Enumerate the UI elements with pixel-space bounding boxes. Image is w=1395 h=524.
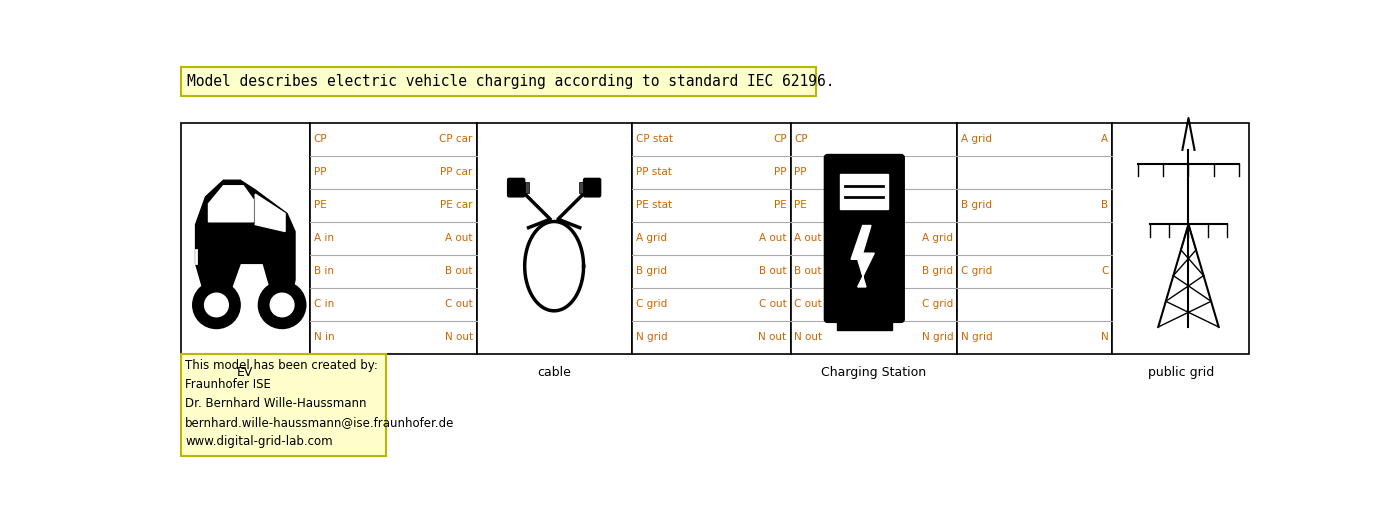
Text: B out: B out <box>759 266 787 277</box>
FancyBboxPatch shape <box>508 178 525 197</box>
Text: CP car: CP car <box>439 135 473 145</box>
Circle shape <box>205 293 229 316</box>
Text: B out: B out <box>794 266 822 277</box>
Bar <box>837 316 891 330</box>
Text: A grid: A grid <box>922 233 953 244</box>
Text: CP stat: CP stat <box>636 135 672 145</box>
Bar <box>1112 123 1250 354</box>
Text: C grid: C grid <box>961 266 992 277</box>
Text: N grid: N grid <box>636 332 667 343</box>
Text: B: B <box>1101 201 1108 211</box>
Text: C out: C out <box>445 299 473 310</box>
Text: This model has been created by:
Fraunhofer ISE
Dr. Bernhard Wille-Haussmann
bern: This model has been created by: Fraunhof… <box>186 358 455 447</box>
FancyBboxPatch shape <box>583 178 601 197</box>
Polygon shape <box>851 225 875 287</box>
Text: EV: EV <box>237 366 254 379</box>
Text: PP stat: PP stat <box>636 168 671 178</box>
Text: public grid: public grid <box>1148 366 1214 379</box>
Text: PE: PE <box>794 201 808 211</box>
Text: C out: C out <box>759 299 787 310</box>
Text: B grid: B grid <box>961 201 992 211</box>
Text: PE: PE <box>774 201 787 211</box>
Text: PE: PE <box>314 201 326 211</box>
Text: CP: CP <box>314 135 328 145</box>
Text: B grid: B grid <box>636 266 667 277</box>
Text: C in: C in <box>314 299 335 310</box>
Text: A grid: A grid <box>636 233 667 244</box>
Bar <box>632 123 791 354</box>
Polygon shape <box>208 186 254 222</box>
FancyBboxPatch shape <box>824 155 904 322</box>
Bar <box>526 182 529 193</box>
Text: N out: N out <box>794 332 823 343</box>
Bar <box>180 123 310 354</box>
Text: N grid: N grid <box>922 332 953 343</box>
Text: N out: N out <box>445 332 473 343</box>
Text: N in: N in <box>314 332 335 343</box>
Text: Model describes electric vehicle charging according to standard IEC 62196.: Model describes electric vehicle chargin… <box>187 74 834 89</box>
FancyBboxPatch shape <box>180 67 816 96</box>
Text: CP: CP <box>794 135 808 145</box>
Circle shape <box>193 281 240 329</box>
Text: A out: A out <box>445 233 473 244</box>
Text: B in: B in <box>314 266 333 277</box>
Text: N grid: N grid <box>961 332 993 343</box>
Text: A out: A out <box>759 233 787 244</box>
Text: PP: PP <box>774 168 787 178</box>
Text: A: A <box>1101 135 1108 145</box>
Text: C out: C out <box>794 299 822 310</box>
Text: PP: PP <box>794 168 806 178</box>
Text: C grid: C grid <box>636 299 667 310</box>
Polygon shape <box>523 181 526 194</box>
Polygon shape <box>582 181 585 194</box>
Bar <box>579 182 583 193</box>
Text: C: C <box>1101 266 1108 277</box>
Text: PE stat: PE stat <box>636 201 671 211</box>
Text: PP: PP <box>314 168 326 178</box>
Text: PP car: PP car <box>441 168 473 178</box>
FancyBboxPatch shape <box>180 354 386 455</box>
Text: B out: B out <box>445 266 473 277</box>
Text: cable: cable <box>537 366 571 379</box>
Text: A out: A out <box>794 233 822 244</box>
Text: B grid: B grid <box>922 266 953 277</box>
Polygon shape <box>195 180 294 305</box>
Text: N out: N out <box>759 332 787 343</box>
Text: A in: A in <box>314 233 333 244</box>
Bar <box>957 123 1112 354</box>
Text: A grid: A grid <box>961 135 992 145</box>
Text: Charging Station: Charging Station <box>822 366 926 379</box>
Text: PE car: PE car <box>441 201 473 211</box>
Bar <box>310 123 477 354</box>
Bar <box>840 174 889 209</box>
Circle shape <box>258 281 306 329</box>
Text: N: N <box>1101 332 1108 343</box>
Text: CP: CP <box>773 135 787 145</box>
Polygon shape <box>255 194 285 232</box>
Bar <box>477 123 632 354</box>
Circle shape <box>271 293 294 316</box>
Bar <box>791 123 957 354</box>
Text: C grid: C grid <box>922 299 953 310</box>
